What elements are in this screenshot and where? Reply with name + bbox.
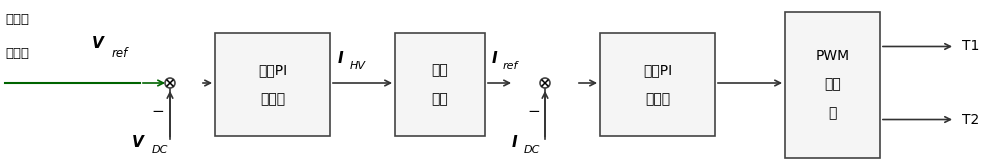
Text: ref: ref [503, 61, 518, 71]
Text: 器: 器 [828, 106, 837, 120]
Bar [600, 33, 715, 136]
Bar [785, 12, 880, 158]
Bar [215, 33, 330, 136]
Text: 电压PI: 电压PI [258, 64, 287, 78]
Text: −: − [152, 104, 164, 119]
Ellipse shape [165, 78, 175, 88]
Text: I: I [492, 51, 498, 66]
Text: 信号: 信号 [432, 64, 448, 78]
Text: PWM: PWM [815, 49, 850, 63]
Text: −: − [528, 104, 540, 119]
Text: 考信号: 考信号 [5, 47, 29, 60]
Text: I: I [338, 51, 344, 66]
Bar [395, 33, 485, 136]
Text: 电压参: 电压参 [5, 13, 29, 26]
Text: I: I [511, 135, 517, 150]
Text: V: V [132, 135, 144, 150]
Text: 调节器: 调节器 [645, 92, 670, 106]
Ellipse shape [540, 78, 550, 88]
Text: 运算: 运算 [432, 92, 448, 106]
Text: 调节器: 调节器 [260, 92, 285, 106]
Text: ref: ref [112, 47, 128, 60]
Text: V: V [92, 36, 104, 51]
Text: HV: HV [350, 61, 366, 71]
Text: 电流PI: 电流PI [643, 64, 672, 78]
Text: DC: DC [152, 145, 168, 155]
Text: T2: T2 [962, 113, 979, 126]
Text: T1: T1 [962, 40, 979, 53]
Text: DC: DC [524, 145, 540, 155]
Text: 控制: 控制 [824, 78, 841, 92]
